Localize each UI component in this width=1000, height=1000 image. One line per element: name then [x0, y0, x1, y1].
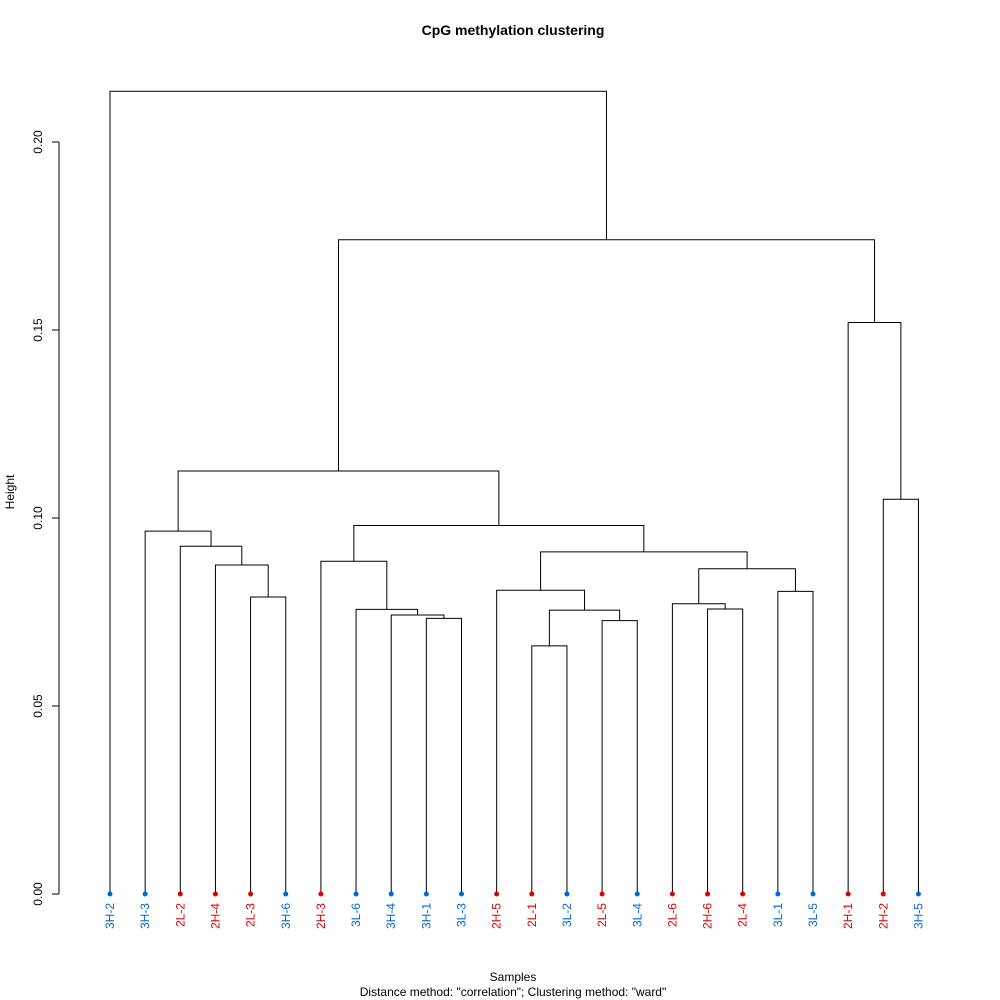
dendrogram-branch: [548, 609, 621, 646]
dendrogram-branch: [496, 589, 586, 894]
dendrogram-branch: [353, 525, 645, 562]
leaf-marker: [494, 891, 500, 897]
y-tick-label: 0.20: [31, 130, 45, 154]
leaf-label: 2H-5: [490, 903, 504, 929]
dendrogram-branch: [531, 645, 568, 894]
dendrogram-branch: [698, 568, 796, 604]
leaf-label: 3H-6: [279, 903, 293, 929]
dendrogram-branch: [179, 545, 243, 894]
leaf-marker: [177, 891, 183, 897]
dendrogram-branch: [214, 564, 269, 894]
leaf-label: 2L-2: [173, 903, 187, 927]
dendrogram-branch: [671, 603, 726, 894]
leaf-label: 3L-6: [349, 903, 363, 927]
leaf-markers: 3H-2 3H-3 2L-2 2H-4 2L-3 3H-6 2H-3 3L-6 3H-4 3H-1…: [103, 891, 925, 929]
leaf-marker: [564, 891, 570, 897]
leaf-marker: [318, 891, 324, 897]
y-tick-label: 0.15: [31, 318, 45, 342]
dendrogram-branch: [337, 239, 876, 471]
dendrogram-branch: [109, 90, 607, 894]
leaf-marker: [353, 891, 359, 897]
leaf-label: 3H-2: [103, 903, 117, 929]
dendrogram-branches: [109, 90, 919, 894]
leaf-marker: [740, 891, 746, 897]
y-axis-label: Height: [3, 474, 17, 509]
leaf-marker: [388, 891, 394, 897]
dendrogram-branch: [320, 560, 388, 894]
dendrogram-branch: [250, 596, 287, 894]
leaf-marker: [423, 891, 429, 897]
leaf-label: 2L-1: [525, 903, 539, 927]
y-tick-label: 0.10: [31, 506, 45, 530]
leaf-marker: [845, 891, 851, 897]
leaf-marker: [212, 891, 218, 897]
leaf-label: 2L-4: [736, 903, 750, 927]
leaf-label: 3L-2: [560, 903, 574, 927]
leaf-label: 2H-1: [841, 903, 855, 929]
leaf-marker: [915, 891, 921, 897]
leaf-label: 2L-5: [595, 903, 609, 927]
dendrogram-branch: [707, 608, 744, 894]
leaf-label: 3L-4: [630, 903, 644, 927]
y-tick-label: 0.00: [31, 882, 45, 906]
dendrogram-branch: [144, 530, 212, 894]
leaf-marker: [775, 891, 781, 897]
dendrogram-branch: [882, 498, 919, 894]
chart-title: CpG methylation clustering: [422, 22, 605, 38]
dendrogram-branch: [425, 617, 462, 894]
leaf-label: 3H-3: [138, 903, 152, 929]
dendrogram-branch: [777, 590, 814, 894]
leaf-marker: [810, 891, 816, 897]
leaf-marker: [459, 891, 464, 897]
dendrogram-branch: [847, 321, 902, 894]
leaf-label: 3H-5: [911, 903, 925, 929]
leaf-marker: [880, 891, 886, 897]
leaf-label: 3H-1: [419, 903, 433, 929]
dendrogram-branch: [601, 620, 638, 894]
leaf-marker: [669, 891, 675, 897]
dendrogram-branch: [390, 614, 445, 894]
y-tick-label: 0.05: [31, 694, 45, 718]
leaf-marker: [705, 891, 711, 897]
leaf-label: 2H-3: [314, 903, 328, 929]
leaf-label: 2L-3: [244, 903, 258, 927]
leaf-marker: [634, 891, 640, 897]
leaf-marker: [599, 891, 605, 897]
leaf-label: 3H-4: [384, 903, 398, 929]
leaf-marker: [142, 891, 148, 897]
leaf-marker: [529, 891, 535, 897]
leaf-marker: [283, 891, 289, 897]
leaf-label: 3L-1: [771, 903, 785, 927]
leaf-label: 2L-6: [665, 903, 679, 927]
leaf-label: 2H-2: [876, 903, 890, 929]
dendrogram-branch: [540, 551, 748, 591]
leaf-label: 3L-3: [455, 903, 469, 927]
x-axis-label: Samples: [490, 970, 537, 984]
dendrogram-branch: [177, 470, 500, 532]
leaf-label: 3L-5: [806, 903, 820, 927]
dendrogram-branch: [355, 608, 419, 894]
leaf-marker: [107, 891, 113, 897]
x-axis-subtitle: Distance method: "correlation"; Clusteri…: [360, 985, 667, 999]
leaf-label: 2H-6: [701, 903, 715, 929]
leaf-label: 2H-4: [208, 903, 222, 929]
y-axis: 0.00 0.05 0.10 0.15 0.20: [31, 130, 60, 906]
leaf-marker: [248, 891, 254, 897]
